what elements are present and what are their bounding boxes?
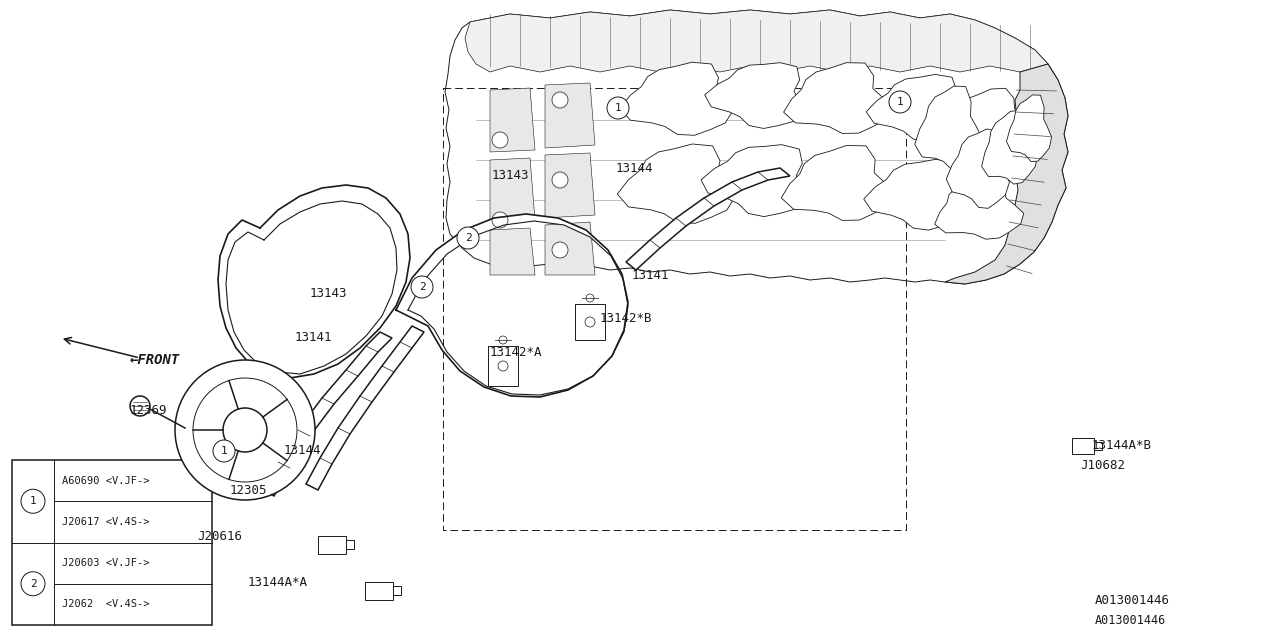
Text: 2: 2 [29, 579, 36, 589]
Circle shape [223, 408, 268, 452]
Text: 13143: 13143 [310, 287, 347, 300]
Text: 13143: 13143 [492, 168, 530, 182]
Polygon shape [945, 64, 1068, 284]
Circle shape [457, 227, 479, 249]
Circle shape [552, 172, 568, 188]
Polygon shape [783, 63, 892, 133]
Polygon shape [617, 144, 735, 223]
Polygon shape [1006, 95, 1052, 161]
Polygon shape [262, 332, 392, 496]
Polygon shape [705, 63, 804, 129]
Circle shape [175, 360, 315, 500]
Polygon shape [934, 176, 1024, 239]
Text: 12369: 12369 [131, 403, 168, 417]
Circle shape [131, 396, 150, 416]
Text: J20616: J20616 [197, 531, 242, 543]
Text: J20603 <V.JF->: J20603 <V.JF-> [61, 558, 150, 568]
Polygon shape [306, 326, 424, 490]
Polygon shape [701, 145, 806, 216]
Text: 1: 1 [896, 97, 904, 107]
Polygon shape [545, 222, 595, 275]
Circle shape [552, 92, 568, 108]
Polygon shape [620, 62, 732, 135]
Text: ←FRONT: ←FRONT [131, 353, 180, 367]
Polygon shape [946, 129, 1010, 209]
Text: 12305: 12305 [230, 483, 268, 497]
Text: A013001446: A013001446 [1094, 614, 1166, 627]
Polygon shape [864, 159, 966, 230]
Polygon shape [626, 168, 790, 270]
Polygon shape [947, 88, 1032, 147]
Bar [393, 586, 401, 595]
Circle shape [890, 91, 911, 113]
Text: A013001446: A013001446 [1094, 593, 1170, 607]
Text: J20617 <V.4S->: J20617 <V.4S-> [61, 517, 150, 527]
Bar [1094, 442, 1102, 450]
Polygon shape [490, 88, 535, 152]
Bar [317, 536, 346, 554]
Text: 2: 2 [419, 282, 425, 292]
Text: 13144A*A: 13144A*A [248, 575, 308, 589]
Text: A60690 <V.JF->: A60690 <V.JF-> [61, 476, 150, 486]
Polygon shape [490, 228, 535, 275]
Polygon shape [465, 10, 1048, 72]
Circle shape [20, 572, 45, 596]
Circle shape [411, 276, 433, 298]
Polygon shape [915, 86, 982, 170]
Text: 13141: 13141 [294, 330, 333, 344]
Text: 1: 1 [220, 446, 228, 456]
Circle shape [20, 489, 45, 513]
Text: 2: 2 [465, 233, 471, 243]
Bar [12, 460, 212, 625]
Bar [346, 540, 355, 549]
Text: J10682: J10682 [1080, 458, 1125, 472]
Circle shape [552, 242, 568, 258]
Polygon shape [545, 83, 595, 148]
Circle shape [492, 212, 508, 228]
Bar [365, 582, 393, 600]
Polygon shape [781, 145, 893, 220]
Polygon shape [545, 153, 595, 218]
Text: 13142*A: 13142*A [490, 346, 543, 358]
Text: J2062  <V.4S->: J2062 <V.4S-> [61, 600, 150, 609]
Bar [1073, 438, 1094, 454]
Text: 13144: 13144 [284, 444, 321, 456]
Polygon shape [982, 110, 1037, 184]
Bar [488, 346, 518, 386]
Polygon shape [867, 74, 965, 141]
Text: 1: 1 [614, 103, 621, 113]
Polygon shape [445, 10, 1068, 284]
Circle shape [212, 440, 236, 462]
Text: 13144A*B: 13144A*B [1092, 438, 1152, 451]
Bar [575, 304, 605, 340]
Polygon shape [218, 185, 410, 378]
Text: 1: 1 [29, 496, 36, 506]
Text: 13142*B: 13142*B [600, 312, 653, 324]
Text: 13141: 13141 [632, 269, 669, 282]
Circle shape [492, 132, 508, 148]
Polygon shape [490, 158, 535, 222]
Text: 13144: 13144 [616, 161, 654, 175]
Polygon shape [396, 214, 628, 397]
Circle shape [607, 97, 628, 119]
